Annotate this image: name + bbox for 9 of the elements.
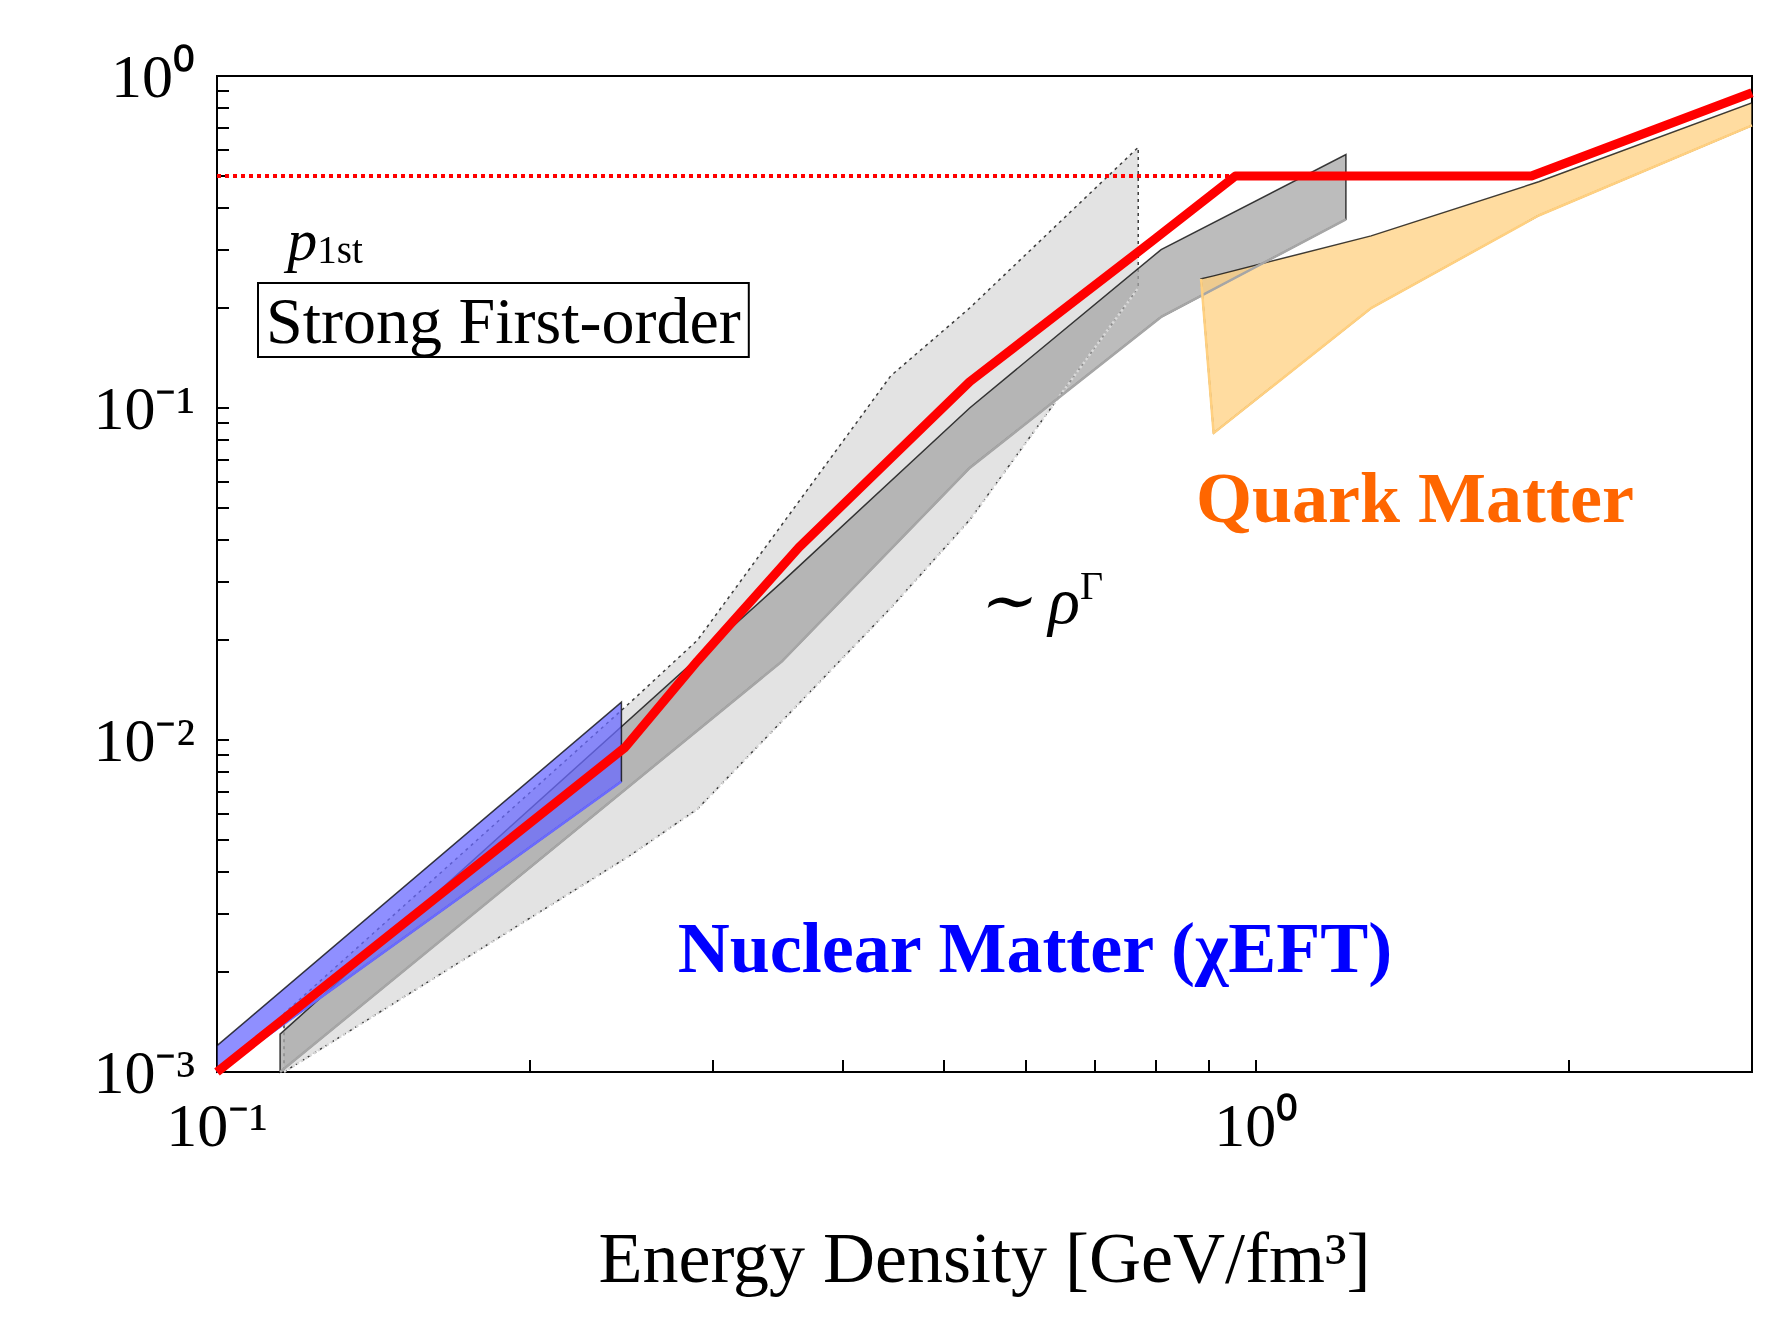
annotation: Strong First-order [266, 283, 741, 357]
y-tick-label: 10⁰ [111, 42, 195, 110]
annotation: Quark Matter [1196, 458, 1634, 538]
x-axis-title: Energy Density [GeV/fm³] [598, 1218, 1371, 1298]
y-tick-label: 10⁻¹ [93, 374, 195, 442]
annotation: p1st [283, 207, 363, 273]
y-tick-label: 10⁻² [93, 706, 195, 774]
annotation: Nuclear Matter (χEFT) [677, 908, 1393, 988]
y-tick-label: 10⁻³ [93, 1038, 195, 1106]
